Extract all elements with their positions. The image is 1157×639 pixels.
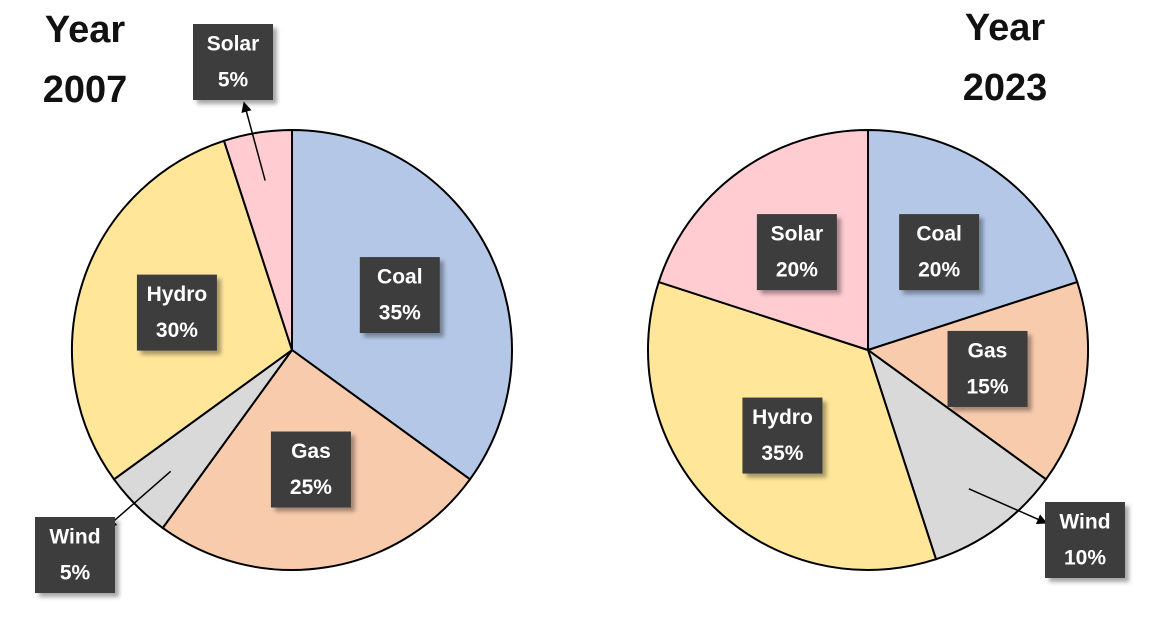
label-box	[947, 330, 1028, 407]
slice-label: Wind	[49, 526, 100, 549]
leader-arrow	[241, 101, 266, 181]
value-label: 30%	[156, 319, 198, 342]
slice-label: Coal	[916, 223, 962, 246]
value-label: 15%	[966, 375, 1008, 398]
value-label: 5%	[218, 69, 249, 92]
slice-label: Hydro	[147, 283, 208, 306]
slice-label: Coal	[377, 266, 423, 289]
pie-slice	[866, 347, 1048, 561]
value-label: 20%	[918, 259, 960, 282]
pie-slice	[222, 128, 293, 351]
value-label: 25%	[290, 476, 332, 499]
label-box	[899, 214, 980, 291]
label-box	[270, 431, 351, 508]
value-label: 20%	[776, 259, 818, 282]
label-box	[1045, 502, 1125, 578]
slice-label: Solar	[771, 223, 824, 246]
label-box	[742, 397, 823, 474]
chart-title: Year 2023	[962, 7, 1048, 109]
slice-label: Gas	[291, 440, 331, 463]
value-label: 35%	[379, 302, 421, 325]
value-label: 35%	[761, 442, 803, 465]
label-box	[359, 257, 440, 334]
label-box	[193, 24, 273, 100]
chart-title: Year 2007	[42, 9, 128, 111]
slice-label: Hydro	[752, 406, 813, 429]
leader-arrow	[968, 488, 1048, 525]
slice-label: Gas	[968, 339, 1008, 362]
slice-label: Solar	[207, 33, 260, 56]
label-box	[136, 274, 217, 351]
leader-arrow	[105, 470, 172, 529]
label-box	[756, 214, 837, 291]
value-label: 10%	[1064, 547, 1106, 570]
value-label: 5%	[60, 562, 91, 585]
label-box	[35, 517, 115, 593]
slice-label: Wind	[1059, 511, 1110, 534]
